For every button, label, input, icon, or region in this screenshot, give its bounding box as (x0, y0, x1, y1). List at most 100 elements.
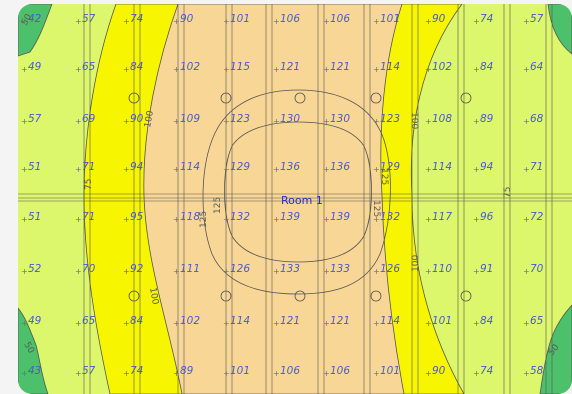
illuminance-value: 123 (230, 113, 250, 125)
value-marker: + (21, 117, 28, 126)
illuminance-value: 57 (82, 365, 96, 377)
value-marker: + (75, 369, 82, 378)
value-marker: + (123, 65, 130, 74)
value-marker: + (323, 17, 330, 26)
band-peach (143, 4, 405, 394)
value-marker: + (273, 165, 280, 174)
illuminance-value: 121 (330, 315, 350, 327)
value-marker: + (373, 319, 380, 328)
contour-label-75-left: 75 (84, 179, 94, 190)
value-marker: + (173, 117, 180, 126)
value-marker: + (21, 215, 28, 224)
luminaire-1 (128, 92, 140, 104)
illuminance-value: 136 (280, 161, 300, 173)
value-marker: + (21, 369, 28, 378)
illuminance-value: 121 (280, 61, 300, 73)
illuminance-value: 101 (230, 13, 250, 25)
value-marker: + (75, 319, 82, 328)
illuminance-value: 91 (480, 263, 493, 275)
value-marker: + (173, 369, 180, 378)
contour-label-75-right: 75 (503, 187, 513, 198)
illuminance-value: 106 (330, 13, 350, 25)
illuminance-value: 52 (28, 263, 42, 275)
value-marker: + (173, 65, 180, 74)
illuminance-value: 84 (480, 315, 493, 327)
value-marker: + (425, 165, 432, 174)
illuminance-value: 57 (82, 13, 96, 25)
luminaire-7 (220, 290, 232, 302)
value-marker: + (123, 267, 130, 276)
value-marker: + (21, 165, 28, 174)
value-marker: + (273, 267, 280, 276)
illuminance-value: 106 (280, 13, 300, 25)
illuminance-value: 90 (432, 13, 446, 25)
illuminance-value: 72 (530, 211, 544, 223)
value-marker: + (223, 165, 230, 174)
value-marker: + (123, 369, 130, 378)
value-marker: + (173, 319, 180, 328)
illuminance-value: 132 (230, 211, 250, 223)
value-marker: + (123, 117, 130, 126)
illuminance-value: 126 (230, 263, 250, 275)
value-marker: + (523, 17, 530, 26)
illuminance-value: 96 (480, 211, 494, 223)
illuminance-value: 69 (82, 113, 96, 125)
illuminance-value: 102 (432, 61, 452, 73)
value-marker: + (373, 165, 380, 174)
value-marker: + (523, 267, 530, 276)
illuminance-value: 90 (180, 13, 194, 25)
illuminance-value: 136 (330, 161, 350, 173)
value-marker: + (75, 117, 82, 126)
value-marker: + (425, 17, 432, 26)
value-marker: + (425, 267, 432, 276)
illuminance-value: 129 (380, 161, 400, 173)
illuminance-value: 71 (530, 161, 543, 173)
illuminance-value: 117 (432, 211, 452, 223)
isolux-contour-diagram: 50 50 50 75 75 100 100 100 100 125 125 1… (18, 4, 572, 394)
value-marker: + (373, 215, 380, 224)
illuminance-value: 74 (130, 13, 143, 25)
illuminance-value: 65 (530, 315, 544, 327)
illuminance-value: 114 (230, 315, 250, 327)
illuminance-value: 130 (280, 113, 300, 125)
illuminance-value: 102 (180, 61, 200, 73)
value-marker: + (75, 165, 82, 174)
illuminance-value: 101 (380, 13, 400, 25)
illuminance-value: 114 (380, 61, 400, 73)
illuminance-value: 121 (280, 315, 300, 327)
contour-label-125-inner-right: 125 (371, 200, 381, 217)
illuminance-value: 133 (330, 263, 350, 275)
contour-label-125-left: 125 (199, 211, 209, 228)
value-marker: + (473, 319, 480, 328)
illuminance-value: 114 (180, 161, 200, 173)
value-marker: + (473, 215, 480, 224)
value-marker: + (523, 369, 530, 378)
illuminance-value: 74 (130, 365, 143, 377)
illuminance-value: 90 (432, 365, 446, 377)
value-marker: + (373, 17, 380, 26)
value-marker: + (223, 369, 230, 378)
band-green-bottom-left (18, 307, 49, 394)
illuminance-value: 49 (28, 315, 42, 327)
value-marker: + (323, 369, 330, 378)
grid-lines (18, 4, 572, 394)
illuminance-value: 74 (480, 13, 493, 25)
value-marker: + (473, 165, 480, 174)
illuminance-value: 58 (530, 365, 544, 377)
value-marker: + (473, 369, 480, 378)
value-marker: + (425, 65, 432, 74)
illuminance-value: 65 (82, 315, 96, 327)
value-marker: + (373, 267, 380, 276)
illuminance-value: 106 (330, 365, 350, 377)
illuminance-value: 70 (82, 263, 96, 275)
value-marker: + (523, 319, 530, 328)
illuminance-value: 133 (280, 263, 300, 275)
illuminance-value: 84 (130, 315, 143, 327)
value-marker: + (323, 267, 330, 276)
contour-label-100-upper-left: 100 (143, 110, 156, 129)
contour-125 (202, 89, 391, 295)
luminaire-10 (460, 290, 472, 302)
value-marker: + (75, 215, 82, 224)
value-marker: + (75, 267, 82, 276)
value-marker: + (21, 319, 28, 328)
